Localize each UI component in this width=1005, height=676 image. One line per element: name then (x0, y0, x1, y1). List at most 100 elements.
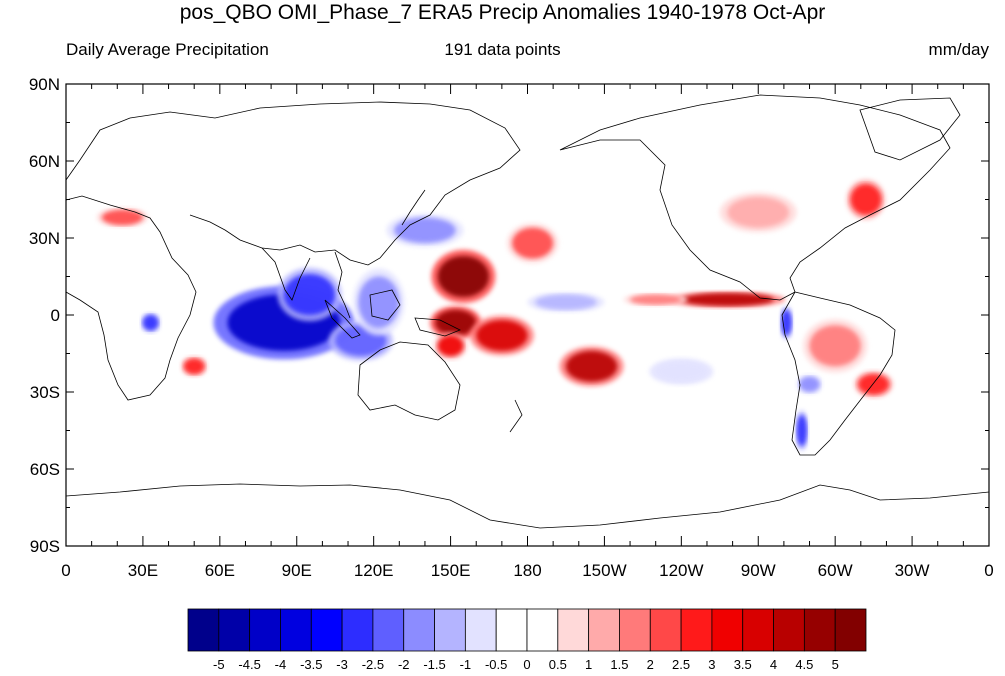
colorbar-swatch (773, 608, 805, 652)
anomaly-core (512, 227, 554, 259)
colorbar-swatch (680, 608, 713, 652)
lon-tick-label: 60W (818, 561, 853, 580)
units-label: mm/day (928, 40, 989, 59)
colorbar-label: 0 (523, 657, 530, 672)
colorbar-label: -2 (398, 657, 410, 672)
anomaly-core (283, 273, 336, 315)
anomaly-core (394, 217, 456, 244)
coast-eurasia (66, 101, 521, 266)
lat-tick-label: 90S (30, 537, 60, 556)
lon-tick-label: 120W (659, 561, 703, 580)
colorbar-swatch (372, 608, 405, 652)
colorbar-label: 1 (585, 657, 592, 672)
anomaly-core (437, 335, 464, 357)
colorbar-label: 2 (647, 657, 654, 672)
colorbar-label: 0.5 (549, 657, 567, 672)
anomaly-core (101, 209, 143, 226)
coast-south-america (781, 291, 896, 456)
anomaly-core (565, 350, 618, 382)
colorbar-swatch (249, 608, 281, 652)
colorbar-label: -5 (213, 657, 225, 672)
colorbar-swatch (526, 608, 559, 652)
anomaly-core (809, 325, 861, 367)
center-subtitle: 191 data points (444, 40, 561, 59)
colorbar-swatch (464, 608, 497, 652)
chart-title: pos_QBO OMI_Phase_7 ERA5 Precip Anomalie… (179, 1, 826, 24)
anomaly-core (858, 374, 890, 395)
colorbar-swatch (218, 608, 251, 652)
coast-antarctica (66, 483, 989, 529)
colorbar-label: -2.5 (362, 657, 384, 672)
colorbar-label: 1.5 (610, 657, 628, 672)
anomaly-core (142, 315, 159, 331)
colorbar-swatch (434, 608, 466, 652)
coast-indochina (334, 251, 351, 319)
colorbar-label: 5 (832, 657, 839, 672)
anomaly-core (435, 309, 477, 336)
lat-tick-label: 60S (30, 460, 60, 479)
colorbar-swatch (280, 608, 312, 652)
colorbar-label: 3 (708, 657, 715, 672)
colorbar-swatch (834, 608, 867, 652)
colorbar-swatch (742, 608, 774, 652)
coast-greenland (859, 97, 961, 161)
coast-australia (357, 341, 461, 421)
coast-new-zealand (509, 399, 523, 433)
anomaly-core (796, 415, 807, 446)
lon-tick-label: 60E (205, 561, 235, 580)
anomaly-core (727, 196, 790, 228)
colorbar-swatch (619, 608, 651, 652)
anomaly-core (850, 184, 882, 215)
coast-new-guinea (414, 317, 461, 337)
colorbar-label: 2.5 (672, 657, 690, 672)
anomaly-core (681, 293, 774, 307)
coast-india (261, 247, 311, 301)
coast-japan (401, 189, 426, 226)
colorbar-swatch (310, 608, 343, 652)
colorbar-label: -1.5 (423, 657, 445, 672)
colorbar-label: 4.5 (795, 657, 813, 672)
coast-sumatra (324, 299, 361, 339)
lon-tick-label: 90E (282, 561, 312, 580)
left-subtitle: Daily Average Precipitation (66, 40, 269, 59)
colorbar-swatch (711, 608, 744, 652)
coast-africa (66, 195, 197, 401)
colorbar-swatch (495, 608, 528, 652)
anomaly-core (630, 294, 682, 305)
lat-tick-label: 90N (29, 75, 60, 94)
coast-north-america (559, 94, 951, 301)
colorbar: -5 -4.5 -4 -3.5 -3 -2.5 -2 -1.5 -1 -0.5 0 0.5 1 1.5 2 2… (187, 608, 867, 672)
colorbar-label: -1 (460, 657, 472, 672)
coastlines (66, 94, 989, 529)
colorbar-label: 4 (770, 657, 777, 672)
colorbar-swatch (649, 608, 682, 652)
colorbar-label: -4.5 (238, 657, 260, 672)
lat-tick-label: 60N (29, 152, 60, 171)
lat-tick-label: 30N (29, 229, 60, 248)
lon-tick-label: 90W (741, 561, 776, 580)
lon-tick-label: 30E (128, 561, 158, 580)
lat-tick-label: 0 (51, 306, 60, 325)
lon-tick-label: 120E (354, 561, 394, 580)
colorbar-label: -3 (336, 657, 348, 672)
anomaly-core (183, 358, 205, 375)
lon-tick-label: 0 (61, 561, 70, 580)
colorbar-label: 3.5 (734, 657, 752, 672)
colorbar-swatch (187, 608, 220, 652)
colorbar-swatch (403, 608, 435, 652)
lon-tick-label: 150E (431, 561, 471, 580)
lon-tick-label: 30W (895, 561, 930, 580)
colorbar-label: -4 (275, 657, 287, 672)
coast-borneo (369, 289, 401, 321)
lon-tick-label: 0 (984, 561, 993, 580)
anomaly-core (535, 294, 597, 310)
anomaly-core (437, 255, 490, 298)
colorbar-label: -0.5 (485, 657, 507, 672)
map-background (66, 84, 989, 546)
colorbar-swatch (341, 608, 374, 652)
anomaly-core (358, 276, 400, 328)
colorbar-swatch (588, 608, 620, 652)
anomaly-core (799, 376, 820, 392)
